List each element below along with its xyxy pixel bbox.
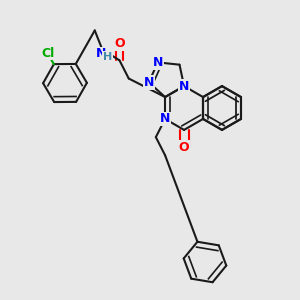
- Text: Cl: Cl: [41, 47, 54, 60]
- Text: O: O: [114, 38, 125, 50]
- Text: N: N: [179, 80, 189, 93]
- Text: N: N: [152, 56, 163, 69]
- Text: N: N: [160, 112, 170, 125]
- Text: N: N: [144, 76, 154, 89]
- Text: H: H: [103, 52, 112, 62]
- Text: N: N: [96, 47, 106, 60]
- Text: O: O: [179, 141, 189, 154]
